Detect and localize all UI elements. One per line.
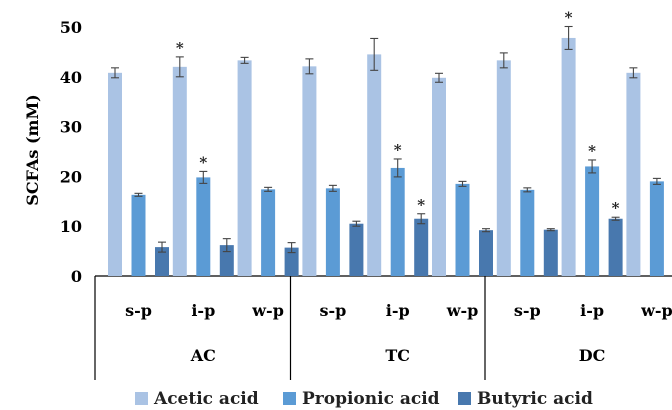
- x-category-label: w-p: [446, 301, 479, 320]
- bar-butyric-acid: [349, 223, 364, 276]
- y-axis-label: SCFAs (mM): [23, 94, 42, 205]
- significance-marker: *: [588, 142, 596, 160]
- y-tick-label: 10: [60, 217, 82, 236]
- bar-butyric-acid: [608, 218, 623, 276]
- bar-propionic-acid: [131, 194, 146, 276]
- significance-marker: *: [612, 199, 620, 217]
- x-category-label: i-p: [580, 301, 604, 320]
- bar-acetic-acid: [108, 72, 122, 276]
- significance-marker: *: [565, 9, 573, 27]
- bar-acetic-acid: [626, 72, 641, 276]
- x-category-label: s-p: [319, 301, 346, 320]
- bar-acetic-acid: [432, 77, 446, 277]
- bar-propionic-acid: [390, 167, 405, 276]
- y-tick-label: 30: [60, 118, 82, 137]
- x-category-label: i-p: [191, 301, 215, 320]
- x-group-label: TC: [385, 346, 410, 365]
- y-tick-label: 20: [60, 167, 82, 186]
- x-category-label: w-p: [640, 301, 672, 320]
- bar-butyric-acid: [219, 245, 234, 276]
- bar-butyric-acid: [479, 230, 493, 276]
- x-category-label: i-p: [386, 301, 410, 320]
- bar-butyric-acid: [414, 218, 429, 276]
- bar-propionic-acid: [261, 189, 276, 276]
- legend-swatch: [283, 392, 296, 405]
- significance-marker: *: [394, 141, 402, 159]
- bars: * * * * * * *: [108, 9, 664, 277]
- bar-acetic-acid: [237, 60, 252, 277]
- x-group-label: DC: [579, 346, 606, 365]
- significance-marker: *: [176, 39, 184, 57]
- y-tick-label: 40: [60, 68, 82, 87]
- bar-propionic-acid: [455, 183, 470, 276]
- legend-swatch: [135, 392, 148, 405]
- axes: [94, 275, 672, 380]
- legend-label: Acetic acid: [153, 389, 259, 409]
- bar-butyric-acid: [284, 247, 299, 276]
- legend: Acetic acid Propionic acid Butyric acid: [135, 389, 593, 409]
- y-tick-label: 0: [71, 267, 82, 286]
- bar-propionic-acid: [325, 188, 340, 276]
- bar-acetic-acid: [302, 66, 317, 276]
- labels: SCFAs (mM) 0 10 20 30 40 50 s-p i-p w-p AC s-p i-p w…: [23, 18, 672, 365]
- x-group-label: AC: [190, 346, 216, 365]
- bar-propionic-acid: [196, 177, 211, 276]
- bar-propionic-acid: [520, 189, 535, 276]
- bar-acetic-acid: [561, 37, 576, 277]
- bar-acetic-acid: [496, 60, 511, 277]
- significance-marker: *: [417, 196, 425, 214]
- legend-label: Propionic acid: [302, 389, 440, 409]
- bar-propionic-acid: [585, 166, 600, 276]
- bar-acetic-acid: [367, 54, 382, 276]
- legend-label: Butyric acid: [477, 389, 593, 409]
- x-category-label: s-p: [125, 301, 152, 320]
- x-category-label: s-p: [514, 301, 541, 320]
- bar-butyric-acid: [543, 229, 558, 276]
- bar-butyric-acid: [155, 247, 169, 276]
- legend-swatch: [458, 392, 471, 405]
- significance-marker: *: [199, 153, 207, 171]
- bar-acetic-acid: [172, 66, 187, 276]
- bar-propionic-acid: [649, 181, 664, 276]
- x-category-label: w-p: [251, 301, 284, 320]
- y-tick-label: 50: [60, 18, 82, 37]
